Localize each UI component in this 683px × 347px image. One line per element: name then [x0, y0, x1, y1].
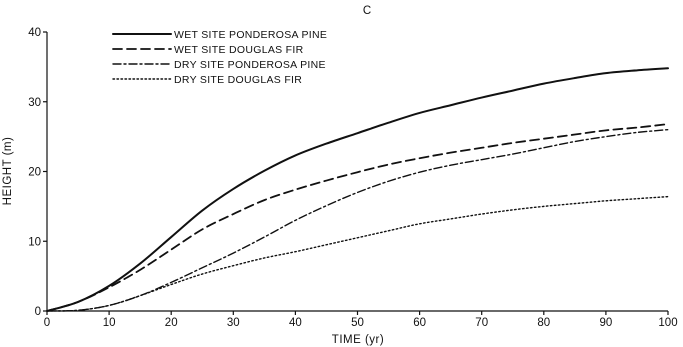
series-lines [46, 67, 669, 312]
x-tick-label: 10 [103, 317, 116, 329]
legend-entry-wet-ponderosa: WET SITE PONDEROSA PINE [112, 29, 327, 41]
legend-entry-dry-ponderosa: DRY SITE PONDEROSA PINE [112, 59, 326, 71]
y-tick-label: 20 [28, 167, 41, 179]
x-tick-label: 80 [537, 317, 550, 329]
x-tick-label: 40 [289, 317, 302, 329]
x-tick-label: 100 [658, 317, 677, 329]
x-axis-title: TIME (yr) [332, 334, 384, 346]
legend-entry-wet-douglas: WET SITE DOUGLAS FIR [112, 44, 304, 56]
x-tick-label: 20 [165, 317, 178, 329]
legend-entry-dry-douglas: DRY SITE DOUGLAS FIR [112, 74, 302, 86]
x-ticks: 0 10 20 30 40 50 60 70 80 90 100 [44, 311, 678, 329]
x-tick-label: 90 [600, 317, 613, 329]
x-tick-label: 70 [475, 317, 488, 329]
legend-label-wet-douglas: WET SITE DOUGLAS FIR [174, 44, 304, 56]
x-tick-label: 60 [413, 317, 426, 329]
panel-label: C [363, 5, 371, 17]
series-line-1-solid [46, 67, 669, 312]
series-line-2-dashed [46, 123, 669, 312]
x-tick-label: 50 [351, 317, 364, 329]
legend-label-dry-ponderosa: DRY SITE PONDEROSA PINE [174, 59, 326, 71]
y-tick-label: 0 [35, 306, 41, 318]
legend-label-wet-ponderosa: WET SITE PONDEROSA PINE [174, 29, 327, 41]
y-axis-title: HEIGHT (m) [2, 137, 14, 206]
legend-label-dry-douglas: DRY SITE DOUGLAS FIR [174, 74, 302, 86]
y-tick-label: 40 [28, 27, 41, 39]
y-ticks: 0 10 20 30 40 [28, 27, 47, 318]
series-line-3-dashdot [46, 128, 669, 312]
y-tick-label: 30 [28, 97, 41, 109]
series-line-4-dotted [46, 195, 669, 312]
x-tick-label: 30 [227, 317, 240, 329]
x-tick-label: 0 [44, 317, 50, 329]
y-tick-label: 10 [28, 236, 41, 248]
legend: WET SITE PONDEROSA PINE WET SITE DOUGLAS… [112, 29, 327, 86]
